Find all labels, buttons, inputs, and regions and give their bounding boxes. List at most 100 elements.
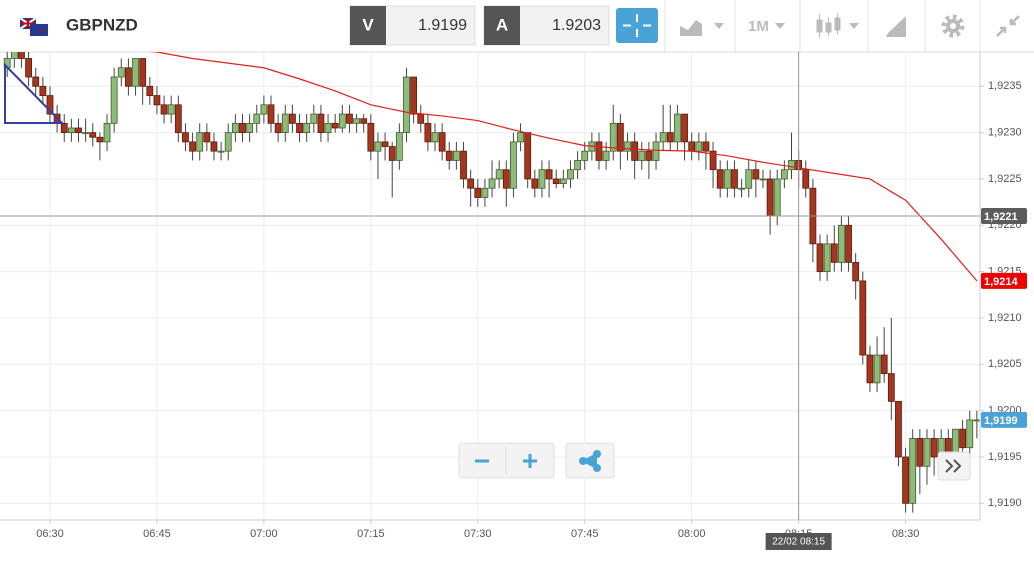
candle-body — [624, 141, 631, 152]
candle-body — [916, 438, 924, 467]
candle-body — [652, 141, 660, 161]
candle-body — [631, 141, 639, 161]
candle-body — [331, 122, 339, 129]
crosshair-time-box — [765, 533, 832, 550]
candle-body — [467, 178, 475, 189]
candle-body — [353, 118, 360, 124]
candle-body — [32, 76, 40, 87]
toolbar-separators — [664, 0, 981, 52]
interval-button[interactable]: 1M — [748, 18, 769, 35]
candle-body — [859, 280, 867, 356]
candle-body — [403, 76, 410, 134]
drawing-button[interactable] — [886, 16, 906, 37]
fullscreen-button[interactable] — [996, 15, 1020, 37]
candle-body — [267, 104, 275, 124]
crosshair-price-box — [981, 208, 1027, 225]
candle-type-button[interactable] — [816, 13, 859, 38]
ask-price: 1.9203 — [552, 17, 601, 34]
overlay: 22/02 08:15 1,9221 1,9214 1,9199 — [0, 52, 1027, 550]
ma-price-box — [981, 272, 1027, 289]
candle-body — [239, 122, 246, 134]
settings-button[interactable] — [941, 14, 965, 38]
candle-body — [303, 122, 311, 134]
candle-body — [959, 428, 967, 449]
last-price-box — [981, 411, 1027, 428]
crosshair-button[interactable] — [616, 8, 658, 43]
y-tick-label: 1,9225 — [988, 173, 1022, 185]
candle-body — [374, 141, 382, 152]
candle-body — [902, 456, 909, 504]
candle-body — [260, 104, 268, 115]
candle-body — [481, 187, 489, 198]
plot — [3, 52, 980, 513]
candle-body — [510, 141, 517, 189]
scroll-end-button[interactable] — [937, 451, 971, 481]
candle-body — [445, 150, 453, 161]
moving-average — [149, 52, 978, 282]
ma-price-label: 1,9214 — [984, 276, 1019, 288]
x-tick-label: 06:45 — [143, 528, 171, 540]
candle-body — [253, 113, 261, 124]
candle-body — [973, 419, 980, 422]
candle-body — [873, 354, 881, 384]
ask-tag-box — [484, 6, 520, 45]
candle-body — [502, 169, 510, 189]
candle-body — [317, 113, 325, 134]
candle-body — [167, 104, 175, 115]
candle-body — [723, 169, 731, 189]
candle-body — [296, 122, 303, 134]
crosshair-time-label: 22/02 08:15 — [772, 537, 825, 548]
candle-body — [838, 224, 845, 263]
candle-body — [845, 224, 852, 263]
candle-body — [616, 122, 624, 152]
candle-body — [424, 122, 432, 143]
candle-body — [923, 438, 931, 467]
candle-body — [545, 169, 553, 180]
candle-body — [552, 178, 560, 184]
candle-body — [745, 169, 753, 189]
candle-body — [139, 58, 147, 87]
candle-body — [752, 169, 760, 180]
candle-body — [203, 132, 211, 143]
candle-body — [559, 178, 567, 184]
interval-dropdown[interactable] — [775, 23, 785, 29]
candle-body — [160, 104, 168, 115]
candle-body — [574, 160, 581, 171]
candle-body — [25, 58, 32, 78]
candle-body — [581, 150, 589, 161]
candle-body — [966, 419, 974, 449]
ask-tag: A — [496, 15, 508, 34]
candle-body — [759, 178, 767, 181]
candle-body — [645, 150, 653, 161]
y-tick-label: 1,9190 — [988, 497, 1022, 509]
candle-body — [930, 438, 938, 458]
drawn-triangle[interactable] — [4, 62, 65, 124]
zoom-in-button[interactable] — [523, 454, 537, 468]
symbol[interactable]: GBPNZD — [66, 15, 138, 34]
candle-body — [816, 243, 824, 273]
candle-body — [773, 178, 781, 217]
chart-type-button[interactable] — [680, 20, 724, 36]
candle-body — [360, 118, 368, 124]
candle-body — [531, 178, 539, 189]
candle-body — [452, 150, 460, 161]
bid-tag: V — [362, 15, 374, 34]
candle-body — [46, 95, 54, 115]
candle-body — [246, 122, 254, 134]
candle-body — [602, 150, 610, 161]
candle-body — [110, 76, 118, 124]
candle-body — [609, 122, 617, 152]
candle-body — [488, 178, 496, 189]
candle-body — [780, 169, 788, 180]
candle-body — [381, 141, 389, 147]
candle-body — [10, 52, 18, 59]
candle-body — [346, 113, 353, 124]
y-tick-label: 1,9195 — [988, 451, 1022, 463]
candle-body — [538, 169, 546, 189]
candle-body — [474, 187, 482, 198]
y-tick-label: 1,9210 — [988, 312, 1022, 324]
share-icon — [579, 450, 601, 472]
candle-body — [103, 122, 111, 143]
candle-body — [338, 113, 346, 129]
